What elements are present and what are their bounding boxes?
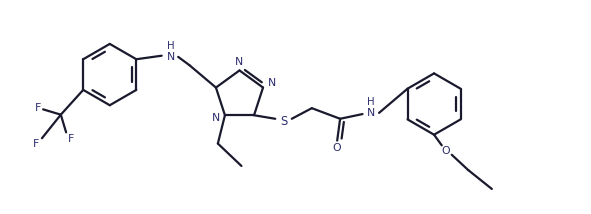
Text: F: F <box>69 134 74 144</box>
Text: N: N <box>235 57 243 67</box>
Text: F: F <box>35 103 41 113</box>
Text: O: O <box>441 146 450 156</box>
Text: N: N <box>366 108 375 118</box>
Text: F: F <box>33 139 39 149</box>
Text: N: N <box>212 113 220 123</box>
Text: N: N <box>167 52 175 62</box>
Text: S: S <box>280 115 287 128</box>
Text: H: H <box>167 41 174 51</box>
Text: H: H <box>367 97 375 107</box>
Text: N: N <box>268 78 276 88</box>
Text: O: O <box>333 143 342 153</box>
